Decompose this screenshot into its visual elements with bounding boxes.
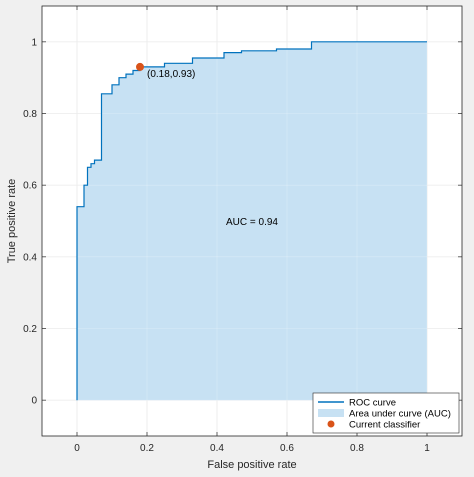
x-tick-label: 0.6 [280, 443, 294, 454]
x-axis-label: False positive rate [207, 459, 296, 471]
legend-classifier-label: Current classifier [349, 420, 420, 431]
x-tick-label: 1 [424, 443, 430, 454]
y-axis-label: True positive rate [6, 179, 18, 264]
x-tick-label: 0.8 [350, 443, 364, 454]
x-tick-label: 0.4 [210, 443, 224, 454]
legend-auc-swatch [318, 409, 344, 417]
y-tick-label: 0.4 [23, 252, 37, 263]
y-tick-label: 0.2 [23, 324, 37, 335]
current-classifier-point [136, 62, 144, 71]
x-tick-label: 0.2 [140, 443, 154, 454]
y-tick-label: 0.6 [23, 181, 37, 192]
legend: ROC curve Area under curve (AUC) Current… [312, 392, 460, 434]
y-tick-label: 1 [31, 37, 37, 48]
axis-ticks: 0 0.2 0.4 0.6 0.8 1 0 0.2 0.4 0.6 0.8 1 [23, 6, 462, 454]
legend-roc-label: ROC curve [349, 398, 396, 409]
legend-auc-label: Area under curve (AUC) [349, 409, 451, 420]
auc-annotation: AUC = 0.94 [226, 217, 278, 228]
current-classifier-label: (0.18,0.93) [147, 69, 195, 80]
auc-area [77, 41, 427, 401]
y-tick-label: 0.8 [23, 109, 37, 120]
x-tick-label: 0 [74, 443, 80, 454]
roc-curve-line [76, 41, 427, 401]
y-tick-label: 0 [31, 396, 37, 407]
legend-classifier-swatch [327, 420, 335, 428]
plot-frame [41, 5, 463, 437]
